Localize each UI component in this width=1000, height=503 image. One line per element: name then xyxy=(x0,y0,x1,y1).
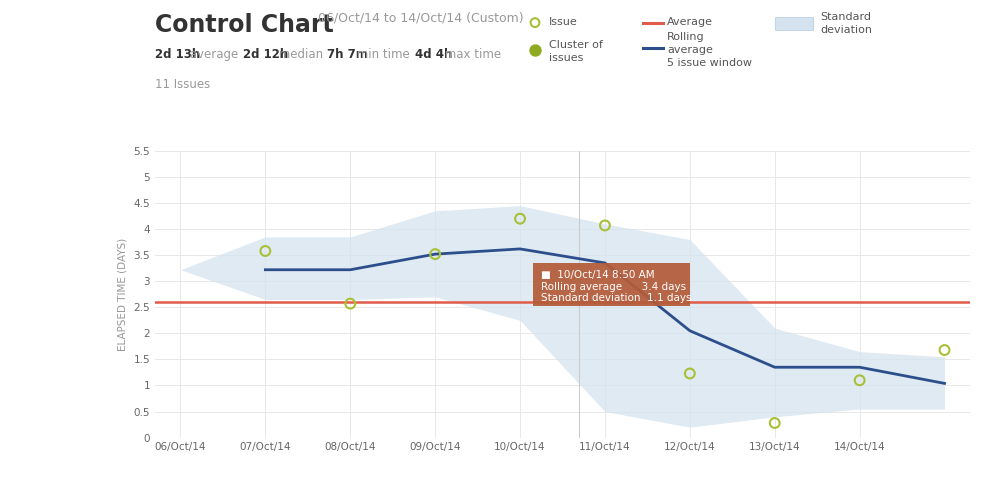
Text: Issue: Issue xyxy=(549,17,578,27)
Point xyxy=(527,46,543,54)
Point xyxy=(597,221,613,229)
Text: Control Chart: Control Chart xyxy=(155,13,334,37)
Text: min time: min time xyxy=(353,48,421,61)
Text: average: average xyxy=(186,48,250,61)
Text: Cluster of
issues: Cluster of issues xyxy=(549,40,603,63)
Text: 7h 7m: 7h 7m xyxy=(327,48,367,61)
Y-axis label: ELAPSED TIME (DAYS): ELAPSED TIME (DAYS) xyxy=(118,237,128,351)
Text: 06/Oct/14 to 14/Oct/14 (Custom): 06/Oct/14 to 14/Oct/14 (Custom) xyxy=(318,12,524,25)
Point xyxy=(682,370,698,378)
Text: Rolling average      3.4 days: Rolling average 3.4 days xyxy=(541,282,686,292)
Point xyxy=(342,300,358,308)
Text: Average: Average xyxy=(667,17,713,27)
Text: ■  10/Oct/14 8:50 AM: ■ 10/Oct/14 8:50 AM xyxy=(541,270,655,280)
Text: max time: max time xyxy=(441,48,501,61)
Text: Standard deviation  1.1 days: Standard deviation 1.1 days xyxy=(541,293,692,303)
Text: 2d 12h: 2d 12h xyxy=(243,48,289,61)
Text: 11 Issues: 11 Issues xyxy=(155,78,210,91)
Point xyxy=(852,376,868,384)
Point xyxy=(767,419,783,427)
FancyBboxPatch shape xyxy=(775,17,813,30)
Text: median: median xyxy=(275,48,334,61)
Point xyxy=(427,250,443,258)
Text: Rolling
average
5 issue window: Rolling average 5 issue window xyxy=(667,32,752,68)
FancyBboxPatch shape xyxy=(533,264,690,306)
Point xyxy=(527,19,543,27)
Text: 4d 4h: 4d 4h xyxy=(415,48,452,61)
Text: Standard
deviation: Standard deviation xyxy=(820,12,872,35)
Text: 2d 13h: 2d 13h xyxy=(155,48,200,61)
Point xyxy=(937,346,953,354)
Point xyxy=(257,247,273,255)
Point xyxy=(512,215,528,223)
